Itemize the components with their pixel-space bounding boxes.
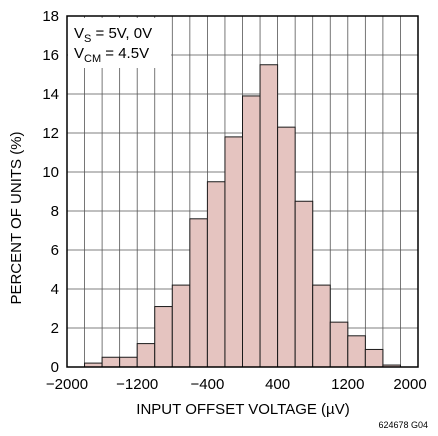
annotation-line-1: VS = 5V, 0V <box>74 25 152 45</box>
y-tick-label: 4 <box>51 281 59 298</box>
y-tick-label: 6 <box>51 242 59 259</box>
y-tick-label: 10 <box>42 164 59 181</box>
histogram-bar <box>259 64 279 368</box>
histogram-bar <box>189 218 208 368</box>
y-tick-label: 14 <box>42 86 59 103</box>
histogram-bar <box>312 284 331 368</box>
annotation-line-2: VCM = 4.5V <box>74 45 149 65</box>
plot-frame <box>66 15 419 368</box>
histogram-bar <box>101 356 121 368</box>
histogram-bar <box>136 343 156 368</box>
x-tick-label: 2000 <box>393 376 426 393</box>
y-tick-labels: 0 2 4 6 8 10 12 14 16 18 <box>42 8 59 376</box>
histogram-bar <box>206 181 226 368</box>
figure-id: 624678 G04 <box>378 420 428 430</box>
y-tick-label: 0 <box>51 359 59 376</box>
histogram-bar <box>224 136 243 368</box>
y-tick-label: 16 <box>42 47 59 64</box>
histogram-bar <box>329 321 349 368</box>
x-tick-label: −1200 <box>116 376 158 393</box>
histogram-bar <box>347 335 366 368</box>
histogram-bar <box>364 348 384 368</box>
histogram-bar <box>119 356 138 368</box>
histogram-bar <box>242 95 261 368</box>
histogram-bars <box>84 64 401 368</box>
histogram-bar <box>294 200 314 368</box>
y-tick-label: 12 <box>42 125 59 142</box>
annotation-background <box>68 18 171 68</box>
histogram-bar <box>154 306 173 368</box>
x-tick-labels: −2000 −1200 −400 400 1200 2000 <box>46 376 427 393</box>
y-tick-label: 2 <box>51 320 59 337</box>
histogram-bar <box>171 284 191 368</box>
x-tick-label: −400 <box>191 376 225 393</box>
histogram-bar <box>277 126 296 368</box>
y-axis-title: PERCENT OF UNITS (%) <box>8 131 25 304</box>
x-tick-label: 400 <box>265 376 290 393</box>
x-axis-title: INPUT OFFSET VOLTAGE (µV) <box>136 401 349 418</box>
condition-annotation: VS = 5V, 0V VCM = 4.5V <box>68 18 171 68</box>
y-tick-label: 8 <box>51 203 59 220</box>
x-tick-label: 1200 <box>331 376 364 393</box>
y-tick-label: 18 <box>42 8 59 25</box>
x-tick-label: −2000 <box>46 376 88 393</box>
